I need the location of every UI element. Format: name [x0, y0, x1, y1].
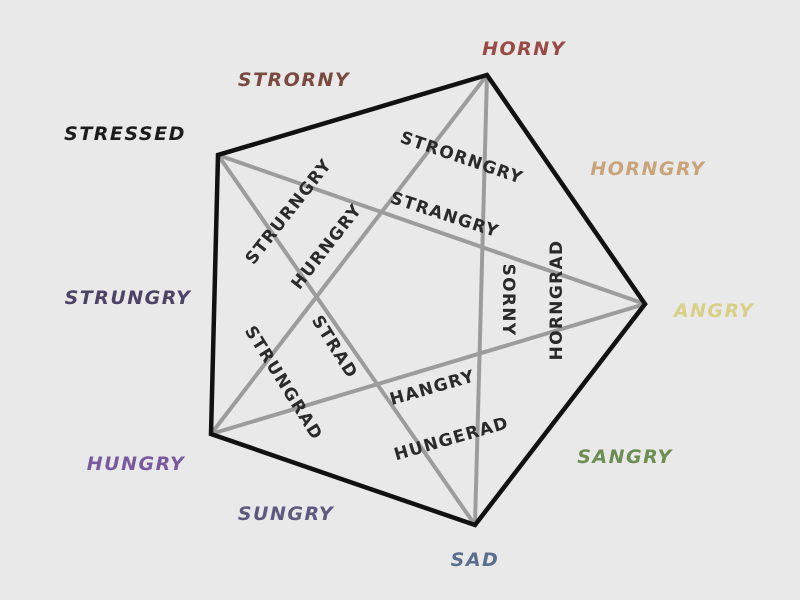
pentagon-outline — [208, 72, 648, 528]
inner-label-sorny: SORNY — [498, 264, 518, 337]
line-angry-hungry — [209, 302, 647, 436]
pentagram-lines — [209, 73, 647, 527]
vertex-label-horny: HORNY — [482, 38, 567, 60]
line-horny-hungry — [209, 73, 489, 436]
vertex-label-sad: SAD — [451, 549, 500, 571]
edge-label-sungry: SUNGRY — [238, 503, 335, 525]
inner-label-hangry: HANGRY — [388, 366, 478, 409]
edge-label-sangry: SANGRY — [577, 446, 673, 468]
inner-label-strorngry: STRORNGRY — [397, 128, 525, 189]
vertex-label-stressed: STRESSED — [64, 123, 186, 145]
edge-label-strungry: STRUNGRY — [65, 287, 193, 309]
edge-label-strorny: STRORNY — [238, 69, 351, 91]
inner-label-horngrad: HORNGRAD — [547, 240, 567, 361]
vertex-label-hungry: HUNGRY — [87, 453, 186, 475]
line-horny-sad — [473, 73, 489, 527]
line-stressed-angry — [216, 153, 647, 306]
edge-label-horngry: HORNGRY — [590, 158, 706, 180]
vertex-label-angry: ANGRY — [672, 300, 755, 322]
inner-label-hungerad: HUNGERAD — [392, 413, 512, 465]
line-stressed-sad — [216, 153, 477, 527]
